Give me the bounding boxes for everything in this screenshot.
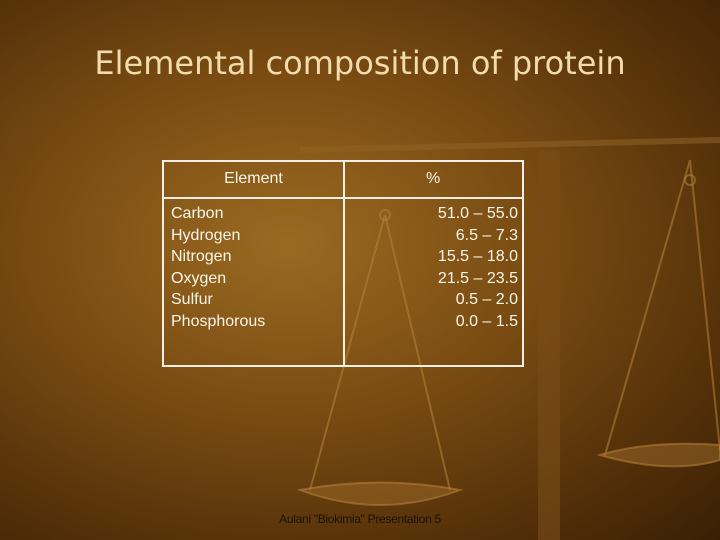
percent-cell: 21.5 – 23.5	[437, 269, 518, 287]
percent-cell: 51.0 – 55.0	[437, 205, 518, 222]
header-divider	[164, 197, 522, 199]
column-divider	[343, 162, 345, 365]
element-cell: Sulfur	[171, 291, 213, 308]
footer: Aulani "Biokimia" Presentation 5	[279, 512, 441, 526]
percent-cell: 0.0 – 1.5	[455, 312, 518, 330]
element-cell: Nitrogen	[171, 248, 232, 265]
element-cell: Phosphorous	[171, 312, 266, 330]
slide-title: Elemental composition of protein	[94, 44, 626, 82]
header-cell: %	[426, 170, 441, 187]
percent-cell: 6.5 – 7.3	[455, 226, 518, 244]
element-cell: Oxygen	[171, 269, 227, 287]
element-cell: Carbon	[171, 205, 224, 222]
percent-cell: 15.5 – 18.0	[437, 248, 518, 265]
header-cell: Element	[224, 170, 283, 187]
percent-cell: 0.5 – 2.0	[455, 291, 518, 308]
composition-table: Element % Carbon 51.0 – 55.0 Hydrogen 6.5 –…	[162, 160, 524, 367]
element-cell: Hydrogen	[171, 226, 241, 244]
